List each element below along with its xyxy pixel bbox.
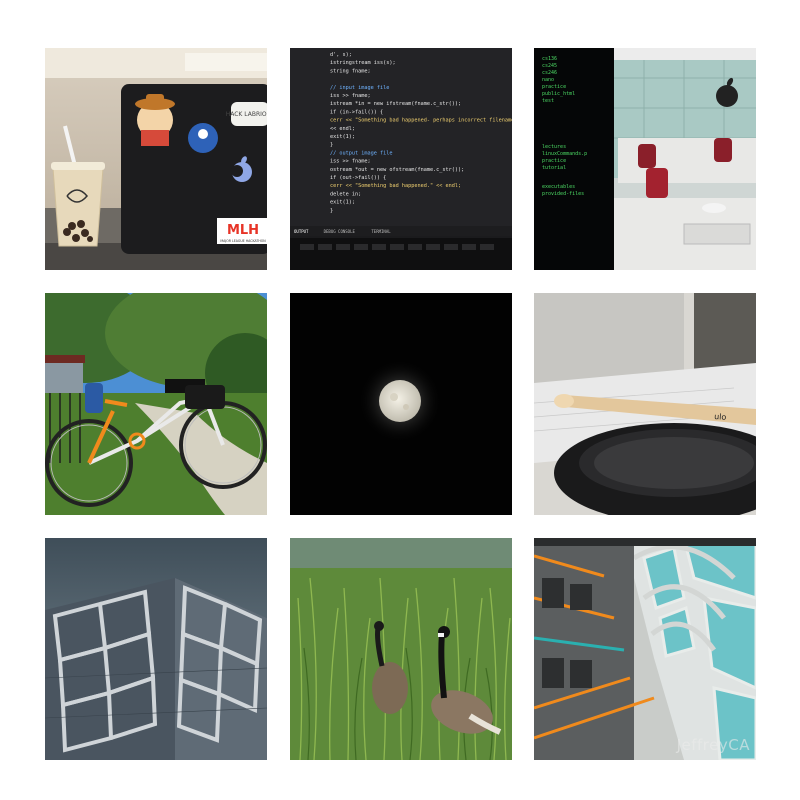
code-line: exit(1);: [330, 200, 355, 206]
code-line: cerr << "Something bad happened." << end…: [330, 183, 461, 189]
drumstick-illustration: ulo: [534, 293, 756, 515]
moon-illustration: [290, 293, 512, 515]
code-editor-illustration: d', s); istringstream iss(s); string fname…: [290, 48, 512, 270]
photo-computer-lab: cs136 cs245 cs246 nano practice public_html te…: [534, 48, 756, 270]
terminal-line: cs136: [542, 56, 557, 62]
editor-tab-bar: OUTPUT DEBUG CONSOLE TERMINAL: [294, 229, 391, 234]
terminal-line: executables: [542, 184, 575, 190]
hack-sticker: HACK LABRIOSE: [226, 102, 267, 126]
laptop-lid: HACK LABRIOSE MLH MAJOR LEAGUE HACKATHON: [121, 84, 267, 254]
svg-text:ulo: ulo: [714, 412, 727, 422]
hack-sticker-text: HACK LABRIOSE: [226, 111, 267, 118]
code-line: cerr << "Something bad happened- perhaps…: [330, 118, 512, 124]
bicycle-scene-illustration: [45, 293, 267, 515]
terminal-line: cs245: [542, 63, 557, 69]
terminal-line: cs246: [542, 70, 557, 76]
geese-illustration: [290, 538, 512, 760]
code-line: }: [330, 208, 333, 214]
terminal-line: linuxCommands.p: [542, 151, 587, 157]
code-line: if (in->fail()) {: [330, 109, 383, 115]
photo-drumstick: ulo: [534, 293, 756, 515]
code-line: // input image file: [330, 85, 389, 91]
code-line: d', s);: [330, 52, 352, 58]
terminal-line: test: [542, 98, 554, 104]
photo-atrium: JeffreyCA: [534, 538, 756, 760]
goose-right: [431, 626, 502, 735]
lab-chairs: [638, 138, 732, 198]
laptop-scene-illustration: HACK LABRIOSE MLH MAJOR LEAGUE HACKATHON: [45, 48, 267, 270]
code-line: istringstream iss(s);: [330, 60, 396, 66]
terminal-line: provided-files: [542, 191, 584, 197]
terminal-line: public_html: [542, 91, 575, 97]
code-line: iss >> fname;: [330, 159, 371, 165]
bubble-tea-cup: [51, 125, 105, 247]
terminal-line: practice: [542, 84, 566, 90]
code-line: << endl;: [330, 126, 355, 132]
code-line: string fname;: [330, 68, 371, 74]
code-line: }: [330, 142, 333, 148]
lightbulb-sticker: [188, 123, 218, 153]
editor-tab: TERMINAL: [371, 229, 391, 234]
drumstick: ulo: [554, 394, 756, 425]
code-line: delete in;: [330, 191, 361, 197]
mlh-sticker-text: MLH: [227, 223, 259, 238]
terminal-text: cs136cs245cs246nanopracticepublic_htmlte…: [542, 56, 587, 197]
editor-tab: OUTPUT: [294, 229, 309, 234]
atrium-illustration: [534, 538, 756, 760]
code-line: exit(1);: [330, 134, 355, 140]
watermark-text: JeffreyCA: [676, 736, 750, 754]
cowboy-sticker: [135, 94, 175, 146]
mlh-sticker: MLH MAJOR LEAGUE HACKATHON: [217, 218, 267, 244]
code-line: ostream *out = new ofstream(fname.c_str(…: [330, 167, 464, 173]
code-text-block: d', s); istringstream iss(s); string fname…: [330, 52, 512, 214]
bicycle: [45, 379, 267, 507]
photo-bicycle: [45, 293, 267, 515]
code-line: // output image file: [330, 150, 392, 156]
building-illustration: [45, 538, 267, 760]
code-line: iss >> fname;: [330, 93, 371, 99]
terminal-line: tutorial: [542, 165, 566, 171]
code-line: if (out->fail()) {: [330, 175, 386, 181]
apple-logo-icon: [716, 77, 738, 107]
terminal-line: lectures: [542, 144, 566, 150]
terminal-line: practice: [542, 158, 566, 164]
apple-logo-icon: [231, 156, 252, 182]
editor-tab: DEBUG CONSOLE: [324, 229, 356, 234]
mlh-sticker-tagline: MAJOR LEAGUE HACKATHON: [220, 239, 266, 243]
photo-canada-geese: [290, 538, 512, 760]
facade-frame: [52, 585, 263, 753]
photo-glass-building: [45, 538, 267, 760]
code-line: istream *in = new ifstream(fname.c_str()…: [330, 101, 461, 107]
photo-laptop-bubble-tea: HACK LABRIOSE MLH MAJOR LEAGUE HACKATHON: [45, 48, 267, 270]
goose-left: [372, 621, 408, 714]
terminal-line: nano: [542, 77, 554, 83]
computer-lab-illustration: cs136cs245cs246nanopracticepublic_htmlte…: [534, 48, 756, 270]
photo-full-moon: [290, 293, 512, 515]
photo-code-editor: d', s); istringstream iss(s); string fname…: [290, 48, 512, 270]
